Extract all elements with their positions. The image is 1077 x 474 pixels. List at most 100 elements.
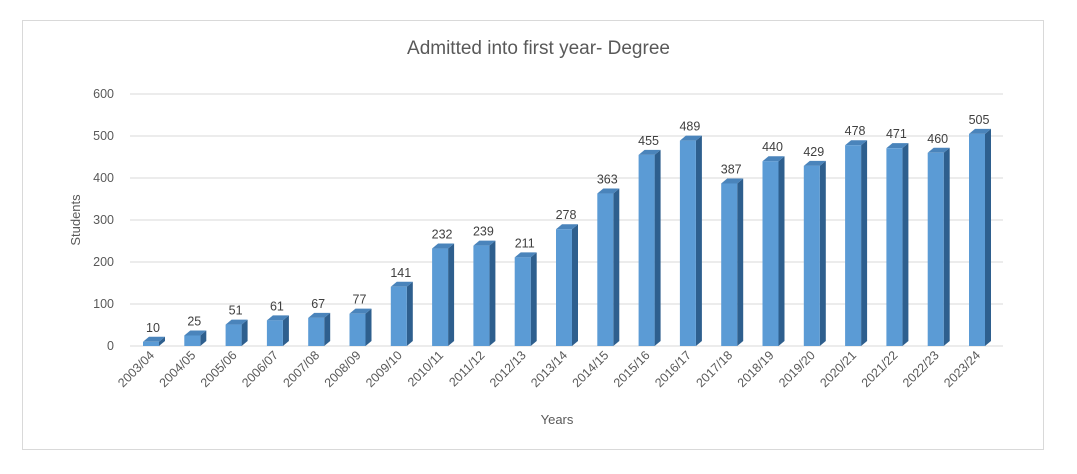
x-tick-label: 2012/13 [487,348,529,390]
x-tick-label: 2016/17 [652,348,694,390]
x-axis-title: Years [541,412,574,427]
data-label: 61 [270,299,284,313]
bar-front [225,324,242,346]
data-label: 77 [353,293,367,307]
bar-top [762,156,785,162]
bar-side [282,315,289,346]
bar-top [679,135,702,141]
bar [597,188,620,346]
x-tick-label: 2017/18 [693,348,735,390]
x-tick-label: 2010/11 [405,348,446,389]
bar-side [695,135,702,346]
bar-top [886,143,909,149]
bar [638,149,661,346]
bar [184,330,207,346]
y-tick-label: 500 [93,129,114,143]
bar-front [721,183,738,346]
bar-top [143,336,165,342]
data-label: 505 [969,113,990,127]
data-label: 489 [679,120,700,134]
data-label: 51 [229,304,243,318]
bar-top [473,240,496,246]
data-label: 25 [187,315,201,329]
data-label: 141 [390,266,411,280]
x-tick-label: 2007/08 [280,348,322,390]
bar-top [969,128,991,134]
data-label: 471 [886,127,907,141]
bar-top [432,243,455,249]
y-tick-label: 600 [93,87,114,101]
y-axis-ticks: 0 100 200 300 400 500 600 [93,87,114,353]
bar-side [902,143,909,346]
x-axis-ticks: 2003/04 2004/05 2005/06 2006/07 2007/08 2008/… [115,348,983,390]
bar [349,308,372,346]
chart-frame [22,20,1044,450]
bar-top [390,281,413,287]
bar-top [514,252,537,258]
bar-side [489,240,496,346]
bar [969,128,991,346]
bar-side [819,160,826,346]
y-axis-title: Students [68,194,83,246]
x-tick-label: 2022/23 [900,348,942,390]
bar [721,178,744,346]
bar [886,143,909,346]
bar [266,315,289,346]
bar [143,336,165,346]
bar-top [266,315,289,321]
bar-front [556,229,572,346]
bar-side [613,188,620,346]
bar [803,160,826,346]
data-label: 211 [515,236,535,250]
bar-side [324,312,331,346]
bar [308,312,331,346]
data-label: 10 [146,321,160,335]
bar [845,140,868,346]
bar-side [861,140,868,346]
bar-side [448,243,455,346]
bar-top [597,188,620,194]
bar-side [530,252,537,346]
bar-top [556,224,578,230]
x-tick-label: 2006/07 [239,348,281,390]
bar [225,319,248,346]
bar-front [514,257,531,346]
data-label: 460 [927,132,948,146]
x-tick-label: 2004/05 [157,348,199,390]
bar-front [143,341,159,346]
bar [473,240,496,346]
data-label: 429 [803,145,824,159]
x-tick-label: 2021/22 [859,348,901,390]
bar-top [721,178,744,184]
x-tick-label: 2019/20 [776,348,818,390]
bar-side [241,319,248,346]
bar [390,281,413,346]
bar-front [184,335,201,346]
bar-side [159,336,165,346]
bar-top [927,147,950,153]
data-label: 232 [432,228,453,242]
bar-front [432,248,449,346]
data-label: 387 [721,162,742,176]
bar-front [969,133,985,346]
x-tick-label: 2009/10 [363,348,405,390]
bar-top [349,308,372,314]
bar-front [349,313,366,346]
bar-front [927,152,944,346]
bar [679,135,702,346]
data-label: 478 [845,124,866,138]
bar-front [845,145,862,346]
bar-top [184,330,207,336]
x-tick-label: 2008/09 [322,348,364,390]
bar-top [803,160,826,166]
bar [927,147,950,346]
data-labels: 10 25 51 61 67 77 141 232 239 211 278 363 455 489 387 4… [146,113,989,335]
bar-side [943,147,950,346]
data-label: 455 [638,134,659,148]
bar-side [200,330,207,346]
bar-side [654,149,661,346]
x-tick-label: 2014/15 [570,348,612,390]
x-tick-label: 2013/14 [528,348,570,390]
bar-side [778,156,785,346]
